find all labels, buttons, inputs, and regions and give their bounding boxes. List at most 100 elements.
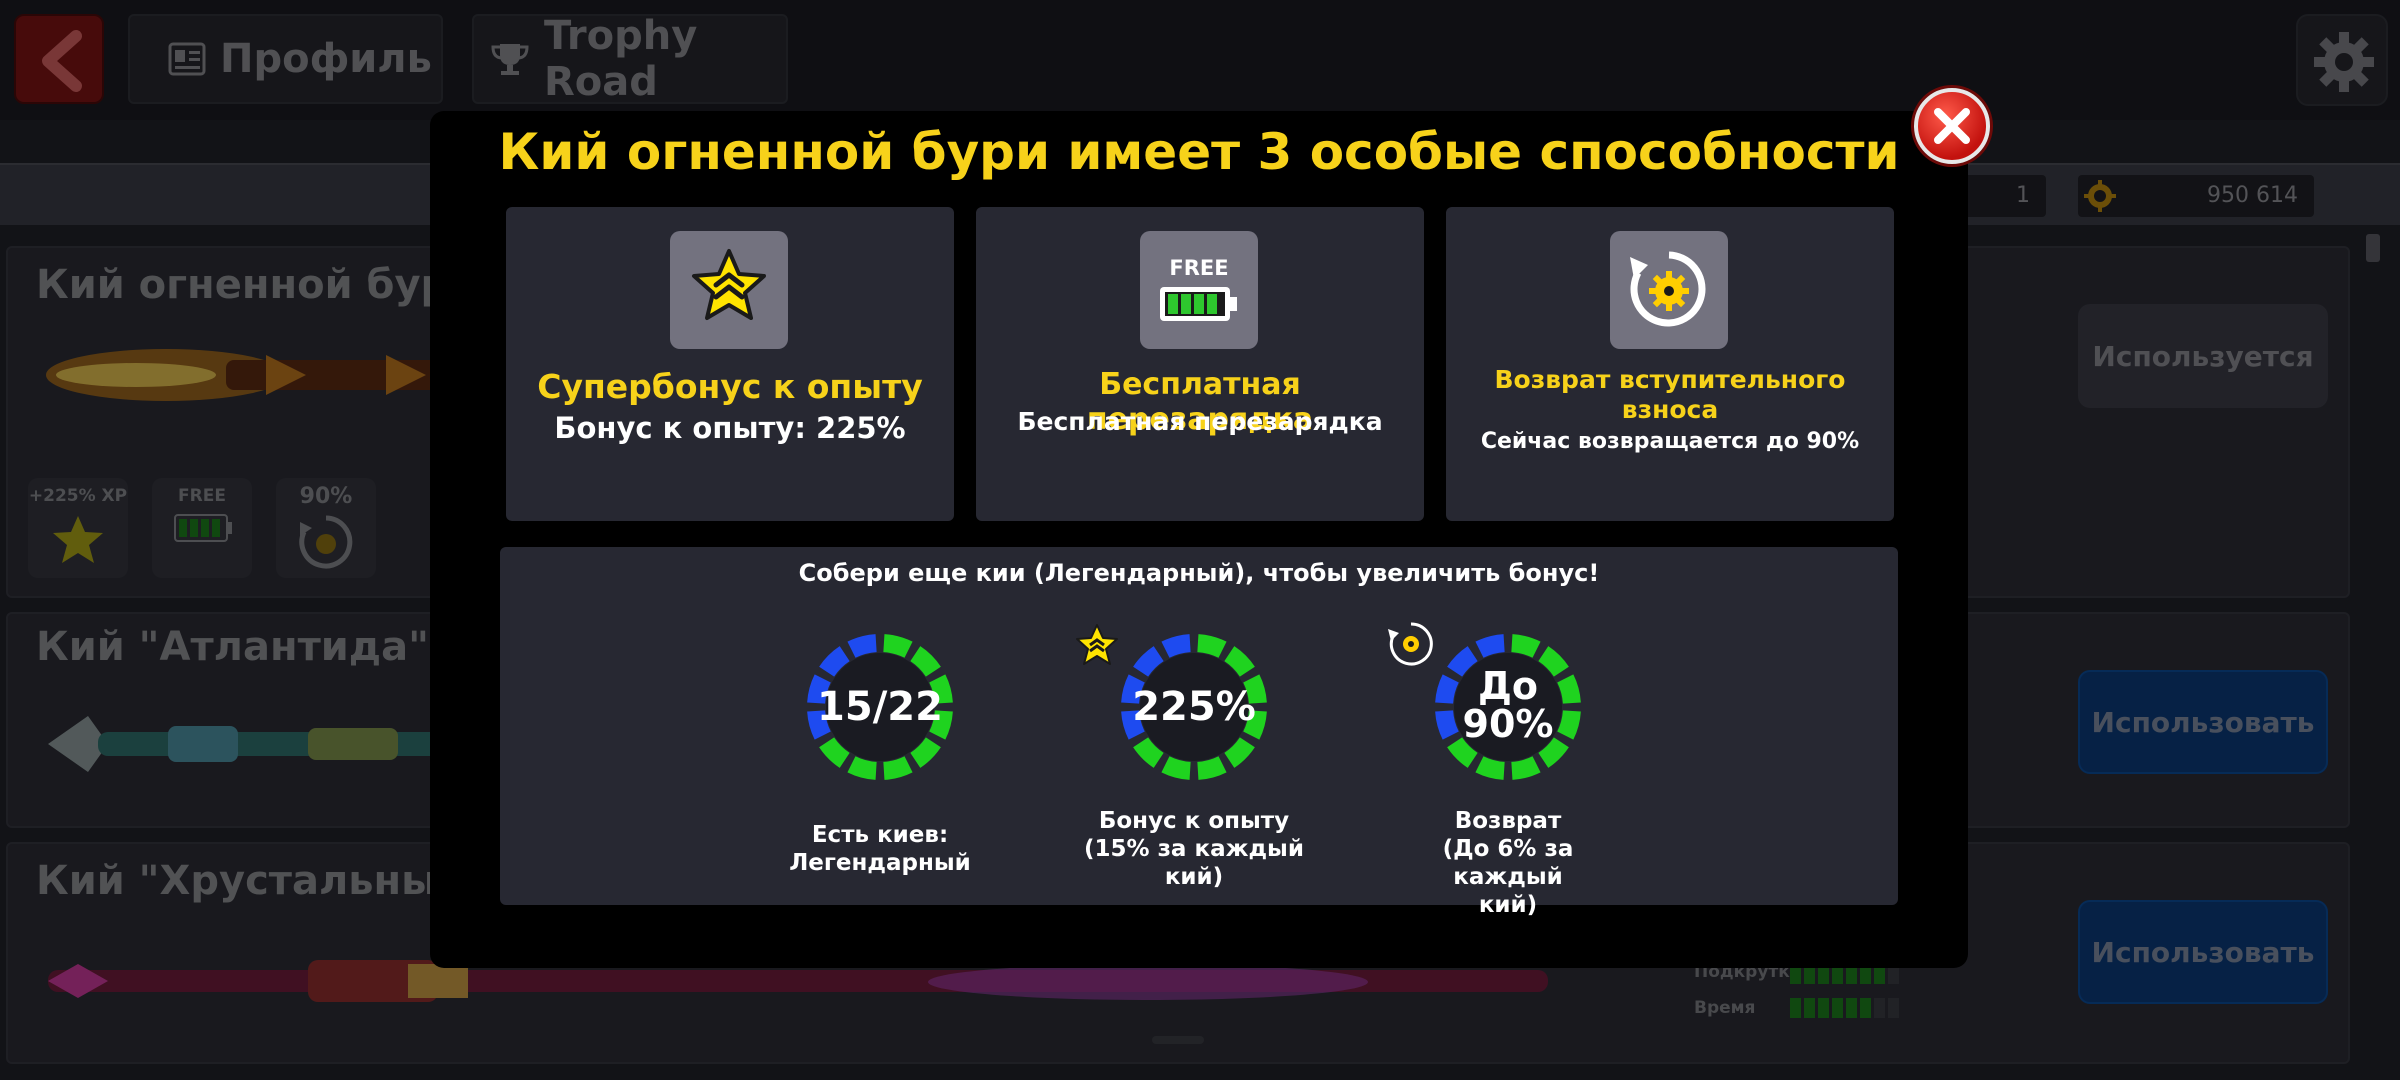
ring-segment <box>1538 646 1569 677</box>
cue-state-in-use[interactable]: Используется <box>2078 304 2328 408</box>
ability-xp-label: +225% XP <box>28 486 128 506</box>
top-bar: Профиль Trophy Road <box>0 0 2400 120</box>
ring-segment <box>1133 646 1164 677</box>
gear-icon <box>2314 32 2374 92</box>
ability-refund-label: 90% <box>299 484 353 509</box>
ring-segment <box>1121 674 1145 705</box>
progress-ring-collected <box>807 634 953 780</box>
ring-segment <box>929 674 953 705</box>
ring-center <box>826 653 934 761</box>
collection-bonus-panel: Собери еще кии (Легендарный), чтобы увел… <box>500 547 1898 918</box>
ring-segment <box>807 709 831 740</box>
ring-segment <box>929 709 953 740</box>
ring-segment <box>1161 756 1192 780</box>
back-button[interactable] <box>14 14 104 104</box>
feature-refund-icon-box <box>1610 231 1728 349</box>
close-button[interactable] <box>1914 88 1990 164</box>
ring-segment <box>1557 674 1581 705</box>
cue-name: Кий огненной бури <box>36 262 478 308</box>
star-chevron-icon <box>692 249 766 320</box>
ring-center <box>1140 653 1248 761</box>
refund-coin-icon <box>299 515 353 569</box>
ring-segment <box>1538 737 1569 768</box>
feature-xp-bonus: Супербонус к опыту Бонус к опыту: 225% <box>506 207 954 521</box>
free-battery-icon: FREE <box>1160 256 1237 321</box>
profile-card-icon <box>168 42 206 76</box>
ring-segment <box>1161 634 1192 658</box>
tab-trophy-road[interactable]: Trophy Road <box>472 13 788 105</box>
feature-xp-title: Супербонус к опыту <box>537 367 923 406</box>
caption-line: кий) <box>1164 864 1224 890</box>
caption-line: Возврат <box>1454 808 1562 834</box>
ability-refund[interactable]: 90% <box>276 478 376 578</box>
ring-segment <box>1224 737 1255 768</box>
ring-segment <box>1435 709 1459 740</box>
bonus-heading: Собери еще кии (Легендарный), чтобы увел… <box>798 559 1600 587</box>
ring-collected-caption: Есть киев: Легендарный <box>760 821 1000 877</box>
ring-xp-value: 225% <box>1132 684 1256 730</box>
ring-segment <box>819 646 850 677</box>
feature-xp-desc: Бонус к опыту: 225% <box>554 411 906 445</box>
tab-profile[interactable]: Профиль <box>128 14 443 104</box>
ring-refund-value: До 90% <box>1428 667 1588 743</box>
caption-line: Бонус к опыту <box>1098 808 1290 834</box>
caption-line: кий) <box>1478 892 1538 918</box>
caption-line: Легендарный <box>789 850 971 876</box>
abilities-modal: Кий огненной бури имеет 3 особые способн… <box>430 111 1968 968</box>
ability-recharge[interactable]: FREE <box>152 478 252 578</box>
cue-name: Кий "Атлантида" <box>36 624 429 670</box>
feature-recharge-icon-box: FREE <box>1140 231 1258 349</box>
feature-recharge-title: Бесплатная перезарядка <box>1086 367 1314 437</box>
coin-gear-icon <box>2084 180 2116 212</box>
battery-icon <box>174 514 232 542</box>
ring-refund-line1: До <box>1478 664 1538 708</box>
refund-coin-icon <box>1630 251 1706 327</box>
use-cue-button[interactable]: Использовать <box>2078 670 2328 774</box>
stat-bar-spin <box>1790 964 1899 984</box>
ring-segment <box>1435 674 1459 705</box>
feature-recharge-desc: Бесплатная перезарядка <box>1017 407 1383 436</box>
ring-refund-caption: Возврат (До 6% за каждый кий) <box>1388 807 1628 919</box>
ring-center <box>1454 653 1562 761</box>
settings-button[interactable] <box>2296 14 2388 106</box>
ring-segment <box>1510 756 1541 780</box>
feature-xp-icon-box <box>670 231 788 349</box>
ring-segment <box>1121 709 1145 740</box>
firestorm-cue-image <box>46 349 466 401</box>
coin-balance: 950 614 <box>2078 175 2314 217</box>
coin-balance-value: 950 614 <box>2207 183 2298 208</box>
stat-bar-time <box>1790 998 1899 1018</box>
free-battery-text: FREE <box>1169 256 1228 280</box>
ring-segment <box>1196 634 1227 658</box>
use-cue-button[interactable]: Использовать <box>2078 900 2328 1004</box>
ring-segment <box>1447 646 1478 677</box>
ability-xp[interactable]: +225% XP <box>28 478 128 578</box>
atlantis-cue-image <box>48 716 468 772</box>
ring-segment <box>1475 756 1506 780</box>
caption-line: Есть киев: <box>811 822 949 848</box>
ring-segment <box>910 646 941 677</box>
caption-line: (До 6% за каждый <box>1442 836 1574 890</box>
feature-refund-title: Возврат вступительного взноса <box>1494 365 1846 424</box>
star-chevron-icon <box>53 516 103 563</box>
tab-profile-label: Профиль <box>220 36 432 82</box>
feature-refund: Возврат вступительного взноса Сейчас воз… <box>1446 207 1894 521</box>
ring-segment <box>1557 709 1581 740</box>
ring-segment <box>819 737 850 768</box>
ring-segment <box>1510 634 1541 658</box>
stat-label-time: Время <box>1694 998 1756 1018</box>
ability-recharge-label: FREE <box>178 486 226 506</box>
progress-ring-refund <box>1435 634 1581 780</box>
tab-trophy-label: Trophy Road <box>544 13 698 105</box>
ring-segment <box>1447 737 1478 768</box>
ring-segment <box>882 634 913 658</box>
ring-segment <box>1243 709 1267 740</box>
ring-segment <box>882 756 913 780</box>
trophy-icon <box>490 41 530 77</box>
modal-title: Кий огненной бури имеет 3 особые способн… <box>498 123 1900 181</box>
ring-segment <box>847 634 878 658</box>
back-arrow-icon <box>42 30 82 92</box>
ring-xp-caption: Бонус к опыту (15% за каждый кий) <box>1074 807 1314 891</box>
scrollbar-thumb[interactable] <box>2366 234 2380 262</box>
